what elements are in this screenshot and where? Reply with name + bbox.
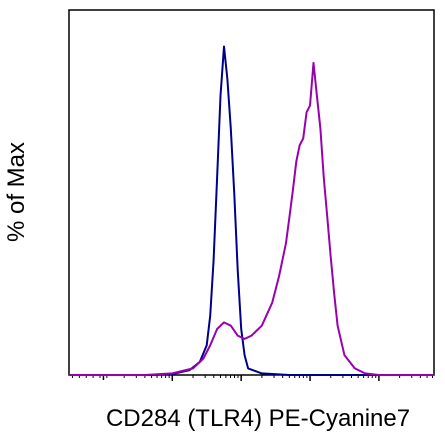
plot-frame [68,9,435,376]
series-line-2 [69,61,434,376]
series-group [69,45,434,376]
y-axis-title: % of Max [3,142,30,242]
x-axis-title: CD284 (TLR4) PE-Cyanine7 [106,405,410,432]
series-line-1 [69,45,434,376]
